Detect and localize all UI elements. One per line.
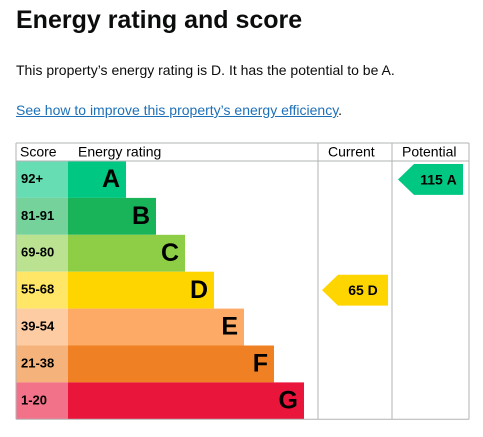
heading: Energy rating and score (16, 6, 303, 34)
rating-letter: E (221, 313, 238, 341)
rating-letter: G (279, 386, 298, 414)
improve-link[interactable]: See how to improve this property’s energ… (16, 102, 339, 118)
current-arrow (322, 274, 388, 306)
link-end: . (338, 102, 343, 118)
score-range: 81-91 (21, 208, 54, 223)
column-header: Energy rating (78, 144, 161, 160)
rating-letter: B (132, 202, 150, 230)
rating-bar (68, 382, 304, 420)
score-range: 21-38 (21, 355, 54, 370)
score-cell (16, 197, 68, 235)
rating-letter: A (102, 165, 120, 193)
score-range: 92+ (21, 171, 43, 186)
rating-bar (68, 271, 214, 309)
rating-bar (68, 197, 156, 235)
summary: This property’s energy rating is D. It h… (16, 62, 395, 78)
rating-letter: F (253, 350, 268, 378)
rating-bar (68, 234, 185, 272)
rating-bar (68, 308, 244, 346)
score-range: 1-20 (21, 392, 47, 407)
score-range: 69-80 (21, 245, 54, 260)
score-cell (16, 382, 68, 420)
rating-bar (68, 345, 274, 383)
score-cell (16, 271, 68, 309)
rating-letter: C (161, 239, 179, 267)
current-rating: D (368, 282, 378, 298)
rating-bar (68, 161, 126, 198)
potential-arrow (398, 164, 463, 195)
score-cell (16, 234, 68, 272)
score-cell (16, 161, 68, 198)
link-line: See how to improve this property’s energ… (16, 102, 342, 118)
score-range: 55-68 (21, 282, 54, 297)
potential-rating: A (447, 171, 457, 187)
current-label: 65 D (348, 282, 378, 298)
current-score: 65 (348, 282, 364, 298)
column-header: Potential (402, 144, 456, 160)
score-range: 39-54 (21, 318, 55, 333)
potential-score: 115 (420, 171, 443, 187)
column-header: Score (20, 144, 57, 160)
rating-letter: D (190, 276, 208, 304)
potential-label: 115 A (420, 171, 457, 187)
column-header: Current (328, 144, 375, 160)
score-cell (16, 345, 68, 383)
score-cell (16, 308, 68, 346)
